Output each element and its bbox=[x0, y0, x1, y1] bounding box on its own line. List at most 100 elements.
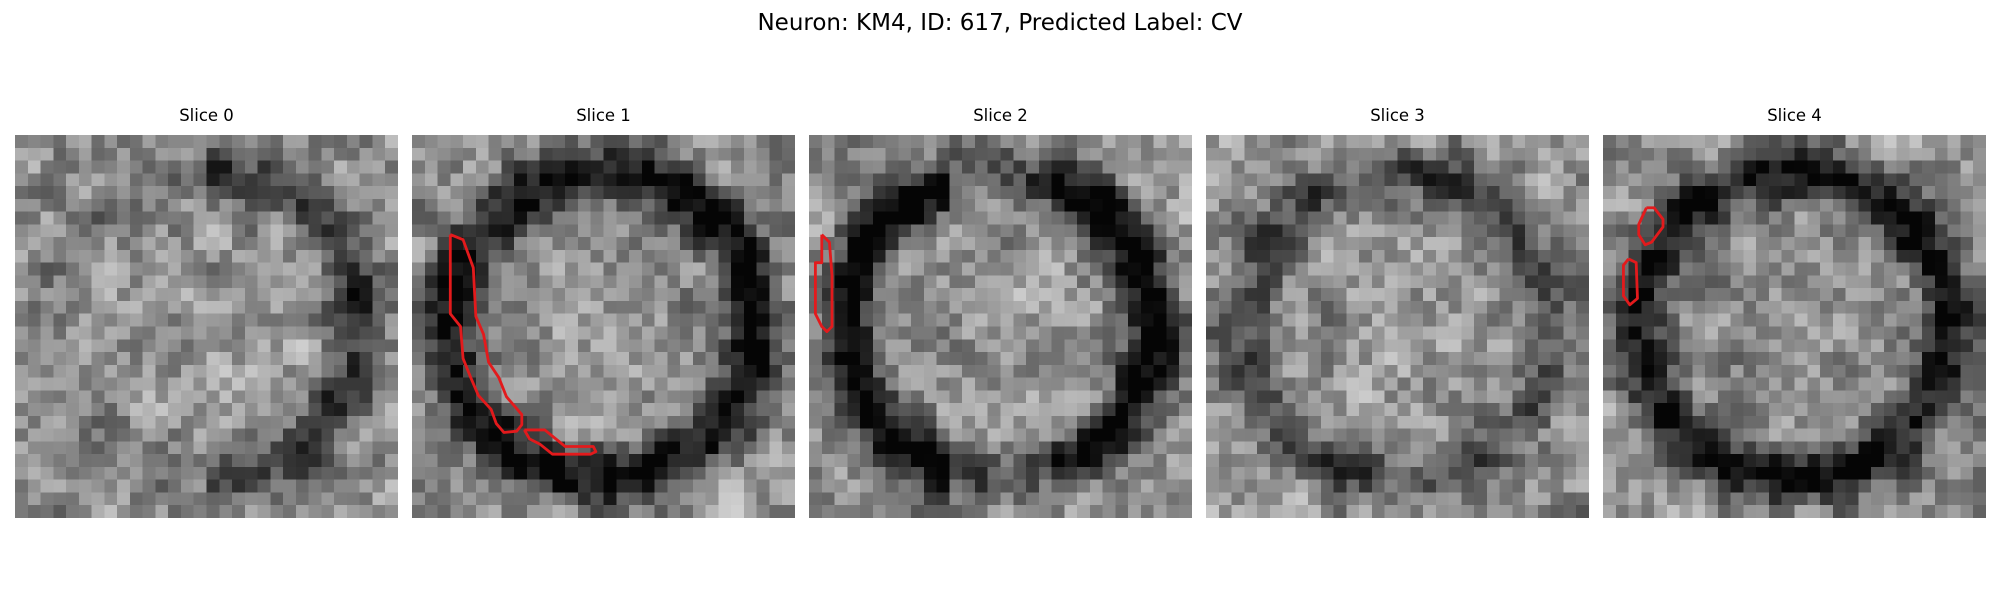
pixel bbox=[15, 415, 29, 429]
pixel bbox=[475, 505, 489, 518]
pixel bbox=[142, 390, 156, 404]
pixel bbox=[1359, 300, 1373, 314]
pixel bbox=[1218, 505, 1232, 518]
pixel bbox=[1244, 135, 1258, 149]
pixel bbox=[1845, 390, 1859, 404]
pixel bbox=[155, 339, 169, 353]
pixel bbox=[1218, 479, 1232, 493]
pixel bbox=[552, 415, 566, 429]
pixel bbox=[270, 300, 284, 314]
pixel bbox=[1973, 390, 1986, 404]
pixel bbox=[1269, 479, 1283, 493]
pixel bbox=[898, 275, 912, 289]
pixel bbox=[1705, 377, 1719, 391]
pixel bbox=[1512, 224, 1526, 238]
pixel bbox=[565, 326, 579, 340]
pixel bbox=[1537, 428, 1551, 442]
pixel bbox=[501, 326, 515, 340]
pixel bbox=[1128, 224, 1142, 238]
pixel bbox=[1603, 313, 1617, 327]
pixel bbox=[1666, 237, 1680, 251]
pixel bbox=[1384, 428, 1398, 442]
pixel bbox=[1089, 428, 1103, 442]
pixel bbox=[1947, 403, 1961, 417]
pixel bbox=[1038, 135, 1052, 149]
pixel bbox=[1603, 364, 1617, 378]
pixel bbox=[1563, 390, 1577, 404]
pixel bbox=[1000, 492, 1014, 506]
pixel bbox=[1486, 326, 1500, 340]
pixel bbox=[590, 403, 604, 417]
pixel bbox=[616, 275, 630, 289]
pixel bbox=[692, 415, 706, 429]
pixel bbox=[1128, 288, 1142, 302]
pixel bbox=[1947, 300, 1961, 314]
pixel bbox=[1845, 211, 1859, 225]
pixel bbox=[1692, 173, 1706, 187]
pixel bbox=[1717, 352, 1731, 366]
pixel bbox=[936, 390, 950, 404]
pixel bbox=[1845, 198, 1859, 212]
pixel bbox=[1089, 249, 1103, 263]
pixel bbox=[1423, 224, 1437, 238]
pixel bbox=[91, 262, 105, 276]
slice-panel-3: Slice 3 bbox=[1206, 105, 1589, 518]
pixel bbox=[1064, 198, 1078, 212]
pixel bbox=[283, 326, 297, 340]
pixel bbox=[526, 339, 540, 353]
pixel bbox=[1768, 415, 1782, 429]
pixel bbox=[1756, 313, 1770, 327]
pixel bbox=[680, 466, 694, 480]
pixel bbox=[667, 364, 681, 378]
pixel bbox=[565, 428, 579, 442]
pixel bbox=[1615, 428, 1629, 442]
pixel bbox=[1512, 466, 1526, 480]
pixel bbox=[1947, 339, 1961, 353]
pixel bbox=[1423, 326, 1437, 340]
pixel bbox=[1115, 428, 1129, 442]
pixel bbox=[1461, 237, 1475, 251]
pixel bbox=[1206, 390, 1220, 404]
pixel bbox=[117, 403, 131, 417]
pixel bbox=[1333, 352, 1347, 366]
pixel bbox=[860, 288, 874, 302]
pixel bbox=[1641, 173, 1655, 187]
pixel bbox=[168, 505, 182, 518]
pixel bbox=[1435, 479, 1449, 493]
pixel bbox=[463, 479, 477, 493]
pixel bbox=[270, 160, 284, 174]
pixel bbox=[641, 262, 655, 276]
pixel bbox=[463, 211, 477, 225]
pixel bbox=[308, 173, 322, 187]
pixel bbox=[1000, 224, 1014, 238]
pixel bbox=[1206, 466, 1220, 480]
pixel bbox=[1743, 313, 1757, 327]
pixel bbox=[872, 479, 886, 493]
pixel bbox=[1397, 364, 1411, 378]
pixel bbox=[526, 288, 540, 302]
pixel bbox=[514, 403, 528, 417]
pixel bbox=[1768, 186, 1782, 200]
pixel bbox=[526, 403, 540, 417]
pixel bbox=[283, 428, 297, 442]
pixel bbox=[1820, 275, 1834, 289]
pixel bbox=[1026, 173, 1040, 187]
pixel bbox=[424, 135, 438, 149]
pixel bbox=[372, 160, 386, 174]
pixel bbox=[692, 160, 706, 174]
pixel bbox=[104, 147, 118, 161]
pixel bbox=[936, 403, 950, 417]
pixel bbox=[142, 288, 156, 302]
pixel bbox=[1231, 275, 1245, 289]
pixel bbox=[412, 288, 426, 302]
pixel bbox=[1705, 403, 1719, 417]
pixel bbox=[1603, 211, 1617, 225]
pixel bbox=[308, 186, 322, 200]
pixel bbox=[898, 364, 912, 378]
pixel bbox=[847, 275, 861, 289]
pixel bbox=[206, 262, 220, 276]
pixel bbox=[1333, 390, 1347, 404]
pixel bbox=[1371, 326, 1385, 340]
pixel bbox=[372, 186, 386, 200]
pixel bbox=[1922, 326, 1936, 340]
